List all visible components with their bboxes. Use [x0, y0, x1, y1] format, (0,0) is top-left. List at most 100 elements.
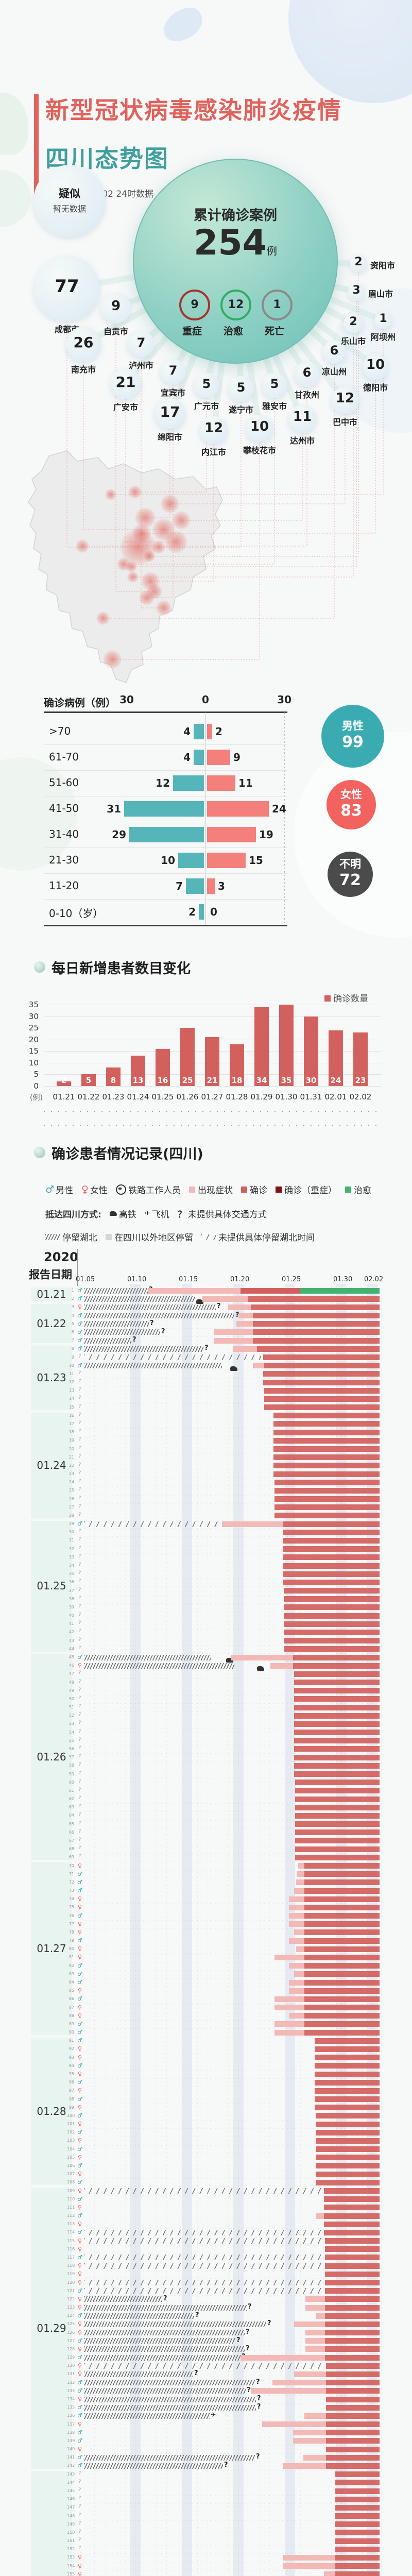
gantt-gender-icon: ?: [78, 1754, 81, 1759]
gantt-confirm-segment: [295, 1788, 380, 1794]
gantt-hubei-stay-segment: [84, 2380, 255, 2386]
gantt-gender-icon: ?: [78, 2504, 81, 2510]
gantt-row-number: 16: [68, 1413, 74, 1418]
gantt-confirm-segment: [325, 2321, 380, 2327]
gantt-gender-icon: ?: [78, 1503, 81, 1509]
gantt-row-separator: [84, 2145, 380, 2146]
gantt-gender-icon: ♀: [77, 2270, 82, 2278]
gantt-gender-icon: ?: [78, 1812, 81, 1818]
gantt-confirm-segment: [304, 1904, 380, 1910]
gantt-hubei-stay-segment: [84, 2321, 266, 2327]
total-cases-circle: 累计确诊案例 254例 9 重症 12 治愈 1 死亡: [133, 159, 338, 364]
gantt-confirm-segment: [325, 2288, 380, 2294]
gantt-confirm-segment: [325, 2346, 380, 2352]
legend-item: 铁路工作人员: [115, 1183, 181, 1196]
gantt-confirm-segment: [316, 2129, 380, 2136]
gantt-row-number: 58: [68, 1763, 74, 1768]
gantt-hubei-stay-segment: [84, 2238, 322, 2244]
gantt-gender-icon: ♂: [77, 2037, 82, 2044]
gantt-row-number: 10: [68, 1363, 74, 1368]
gantt-confirm-segment: [264, 1387, 380, 1394]
gantt-symptom-segment: [148, 1287, 241, 1294]
gender-total-不明: 不明 72: [328, 852, 373, 897]
gantt-row-number: 21: [68, 1454, 74, 1460]
gantt-hubei-stay-segment: [84, 2263, 323, 2269]
gantt-gender-icon: ?: [78, 1612, 81, 1618]
gantt-hubei-stay-segment: [84, 2388, 246, 2394]
gantt-row-separator: [84, 1436, 380, 1437]
gantt-axis-tick: 01.05: [76, 1276, 95, 1283]
map-case-hotspot: [105, 489, 116, 500]
gantt-confirm-segment: [325, 2263, 380, 2269]
gantt-group-block: [31, 1287, 72, 1302]
city-bubble-乐山市: 2: [344, 314, 363, 333]
gantt-gender-icon: ?: [78, 1695, 81, 1701]
gender-total-value: 99: [342, 733, 364, 751]
gantt-group-date: 01.21: [37, 1288, 66, 1301]
gantt-day-gridline: [259, 1286, 260, 2576]
gantt-row-number: 45: [68, 1655, 74, 1659]
gantt-gender-icon: ?: [78, 2487, 81, 2493]
transport-question-icon: ?: [256, 2378, 260, 2386]
gantt-group-block: [31, 1654, 72, 1860]
legend-item-label: 在四川以外地区停留: [114, 1233, 193, 1243]
gantt-row-separator: [84, 1703, 380, 1704]
male-count: 12: [156, 777, 170, 789]
gantt-gender-icon: ♀: [77, 2154, 82, 2161]
gantt-symptom-segment: [303, 2454, 326, 2461]
gantt-row-number: 7: [71, 1338, 74, 1343]
daily-gridline: [44, 1016, 381, 1017]
decor-blob: [0, 93, 28, 155]
gantt-row-number: 28: [68, 1513, 74, 1518]
gantt-symptom-segment: [214, 1329, 253, 1335]
gantt-row-separator: [84, 1503, 380, 1504]
gantt-row-separator: [84, 2520, 380, 2521]
gantt-row-number: 67: [68, 1838, 74, 1843]
gantt-row-separator: [84, 2228, 380, 2229]
gantt-confirm-segment: [284, 1621, 380, 1627]
gantt-confirm-segment: [295, 1854, 380, 1860]
gantt-row-number: 122: [67, 2296, 75, 2301]
gantt-confirm-segment: [283, 1563, 380, 1569]
gantt-confirm-segment: [304, 2029, 380, 2036]
gantt-gender-icon: ♂: [77, 1287, 82, 1294]
gantt-gender-icon: ?: [78, 1570, 81, 1576]
gantt-row-number: 3: [71, 1304, 74, 1310]
gantt-gender-icon: ♂: [77, 1887, 82, 1894]
transport-question-icon: ?: [217, 1302, 221, 1311]
gantt-gender-icon: ♂: [77, 2312, 82, 2319]
gantt-row-number: 152: [67, 2547, 75, 2552]
gantt-symptom-segment: [274, 2029, 304, 2036]
pyramid-top-axis: [44, 711, 287, 713]
gantt-row-separator: [84, 2453, 380, 2454]
gantt-row-number: 54: [68, 1730, 74, 1735]
gantt-cure-segment: [300, 1287, 380, 1294]
gantt-gender-icon: ♀: [77, 2554, 82, 2561]
gantt-row-number: 15: [68, 1404, 74, 1410]
gantt-row-number: 69: [68, 1855, 74, 1860]
gantt-row-separator: [84, 1595, 380, 1596]
gantt-row-number: 96: [68, 2080, 74, 2085]
gantt-row-separator: [84, 2245, 380, 2246]
gantt-day-gridline: [228, 1286, 229, 2576]
city-bubble-巴中市: 12: [331, 386, 359, 414]
gantt-gender-icon: ?: [78, 1495, 81, 1501]
gantt-gender-icon: ?: [78, 1854, 81, 1859]
gantt-gender-icon: ?: [78, 2520, 81, 2526]
gantt-confirm-segment: [263, 1371, 380, 1377]
female-bar: [207, 750, 230, 765]
gantt-gender-icon: ♂: [77, 1912, 82, 1919]
gender-total-value: 83: [340, 802, 362, 820]
gantt-gender-icon: ♂: [77, 2145, 82, 2153]
gantt-symptom-segment: [236, 1321, 253, 1327]
gantt-confirm-segment: [316, 2146, 380, 2153]
city-name-label: 内江市: [201, 447, 226, 457]
gantt-hubei-stay-segment: [84, 2354, 241, 2361]
gantt-group-block: [31, 2038, 72, 2185]
gantt-gender-icon: ♀: [77, 2004, 82, 2011]
gantt-axis-tick: 02.02: [364, 1276, 384, 1283]
transport-question-icon: ?: [132, 1336, 136, 1344]
gantt-symptom-segment: [283, 2563, 335, 2569]
gantt-row-separator: [84, 2562, 380, 2563]
